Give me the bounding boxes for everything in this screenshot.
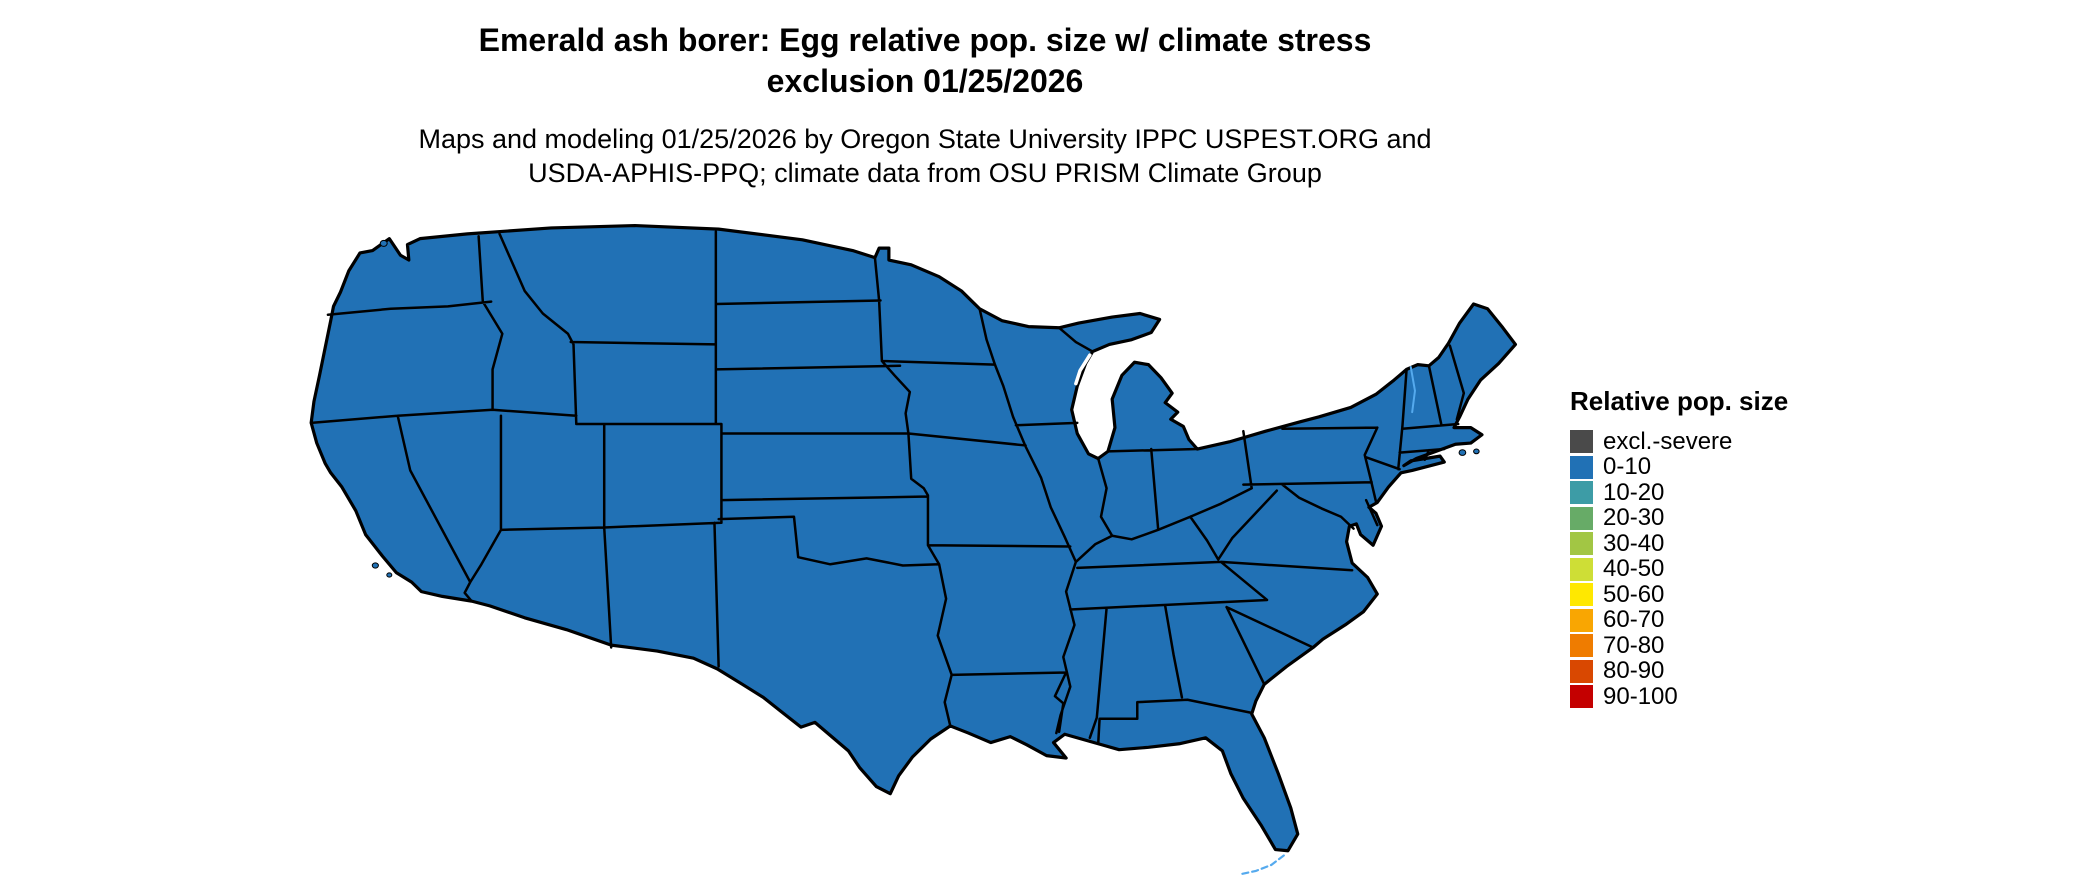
legend-item: 10-20 bbox=[1570, 478, 1788, 506]
island bbox=[372, 563, 378, 568]
us-choropleth-map bbox=[300, 222, 1528, 884]
legend-items: excl.-severe 0-10 10-20 20-30 30-40 40-50 50-6… bbox=[1570, 427, 1788, 710]
legend-item: 90-100 bbox=[1570, 682, 1788, 710]
legend: Relative pop. size excl.-severe 0-10 10-20… bbox=[1570, 386, 1788, 710]
legend-item-label: 40-50 bbox=[1603, 555, 1665, 583]
legend-item-label: 0-10 bbox=[1603, 453, 1652, 481]
map-title: Emerald ash borer: Egg relative pop. siz… bbox=[0, 20, 1850, 102]
legend-item: 80-90 bbox=[1570, 657, 1788, 685]
state-borders bbox=[311, 232, 1464, 744]
lake-champlain-water bbox=[1411, 367, 1415, 412]
legend-item-label: 50-60 bbox=[1603, 580, 1665, 608]
legend-swatch bbox=[1570, 481, 1593, 505]
legend-swatch bbox=[1570, 430, 1593, 454]
legend-item: 0-10 bbox=[1570, 453, 1788, 481]
legend-item: 40-50 bbox=[1570, 555, 1788, 583]
florida-keys bbox=[1239, 855, 1284, 874]
legend-item: 50-60 bbox=[1570, 580, 1788, 608]
map-title-line1: Emerald ash borer: Egg relative pop. siz… bbox=[478, 22, 1372, 58]
legend-item: 30-40 bbox=[1570, 529, 1788, 557]
green-bay-water bbox=[1076, 355, 1090, 384]
map-subtitle: Maps and modeling 01/25/2026 by Oregon S… bbox=[0, 122, 1850, 190]
legend-item: 70-80 bbox=[1570, 631, 1788, 659]
legend-item-label: 80-90 bbox=[1603, 657, 1665, 685]
legend-item-label: 30-40 bbox=[1603, 529, 1665, 557]
legend-swatch bbox=[1570, 659, 1593, 683]
island bbox=[1459, 450, 1466, 456]
legend-swatch bbox=[1570, 532, 1593, 556]
legend-item-label: 60-70 bbox=[1603, 606, 1665, 634]
legend-item-label: 20-30 bbox=[1603, 504, 1665, 532]
legend-item: 60-70 bbox=[1570, 606, 1788, 634]
legend-item-label: 90-100 bbox=[1603, 682, 1678, 710]
legend-item-label: 70-80 bbox=[1603, 631, 1665, 659]
legend-swatch bbox=[1570, 685, 1593, 709]
island bbox=[387, 573, 392, 577]
island bbox=[380, 240, 387, 246]
coastal-islands bbox=[372, 240, 1479, 577]
legend-item-label: excl.-severe bbox=[1603, 427, 1733, 455]
legend-swatch bbox=[1570, 634, 1593, 658]
legend-swatch bbox=[1570, 608, 1593, 632]
legend-title: Relative pop. size bbox=[1570, 386, 1789, 416]
legend-swatch bbox=[1570, 557, 1593, 581]
island bbox=[1474, 449, 1480, 454]
us-map-land bbox=[311, 226, 1515, 851]
legend-item: excl.-severe bbox=[1570, 427, 1788, 455]
map-subtitle-line2: USDA-APHIS-PPQ; climate data from OSU PR… bbox=[528, 158, 1322, 188]
legend-item: 20-30 bbox=[1570, 504, 1788, 532]
legend-item-label: 10-20 bbox=[1603, 478, 1665, 506]
legend-swatch bbox=[1570, 506, 1593, 530]
legend-swatch bbox=[1570, 583, 1593, 607]
map-subtitle-line1: Maps and modeling 01/25/2026 by Oregon S… bbox=[418, 124, 1432, 154]
map-title-line2: exclusion 01/25/2026 bbox=[766, 63, 1084, 99]
legend-swatch bbox=[1570, 455, 1593, 479]
